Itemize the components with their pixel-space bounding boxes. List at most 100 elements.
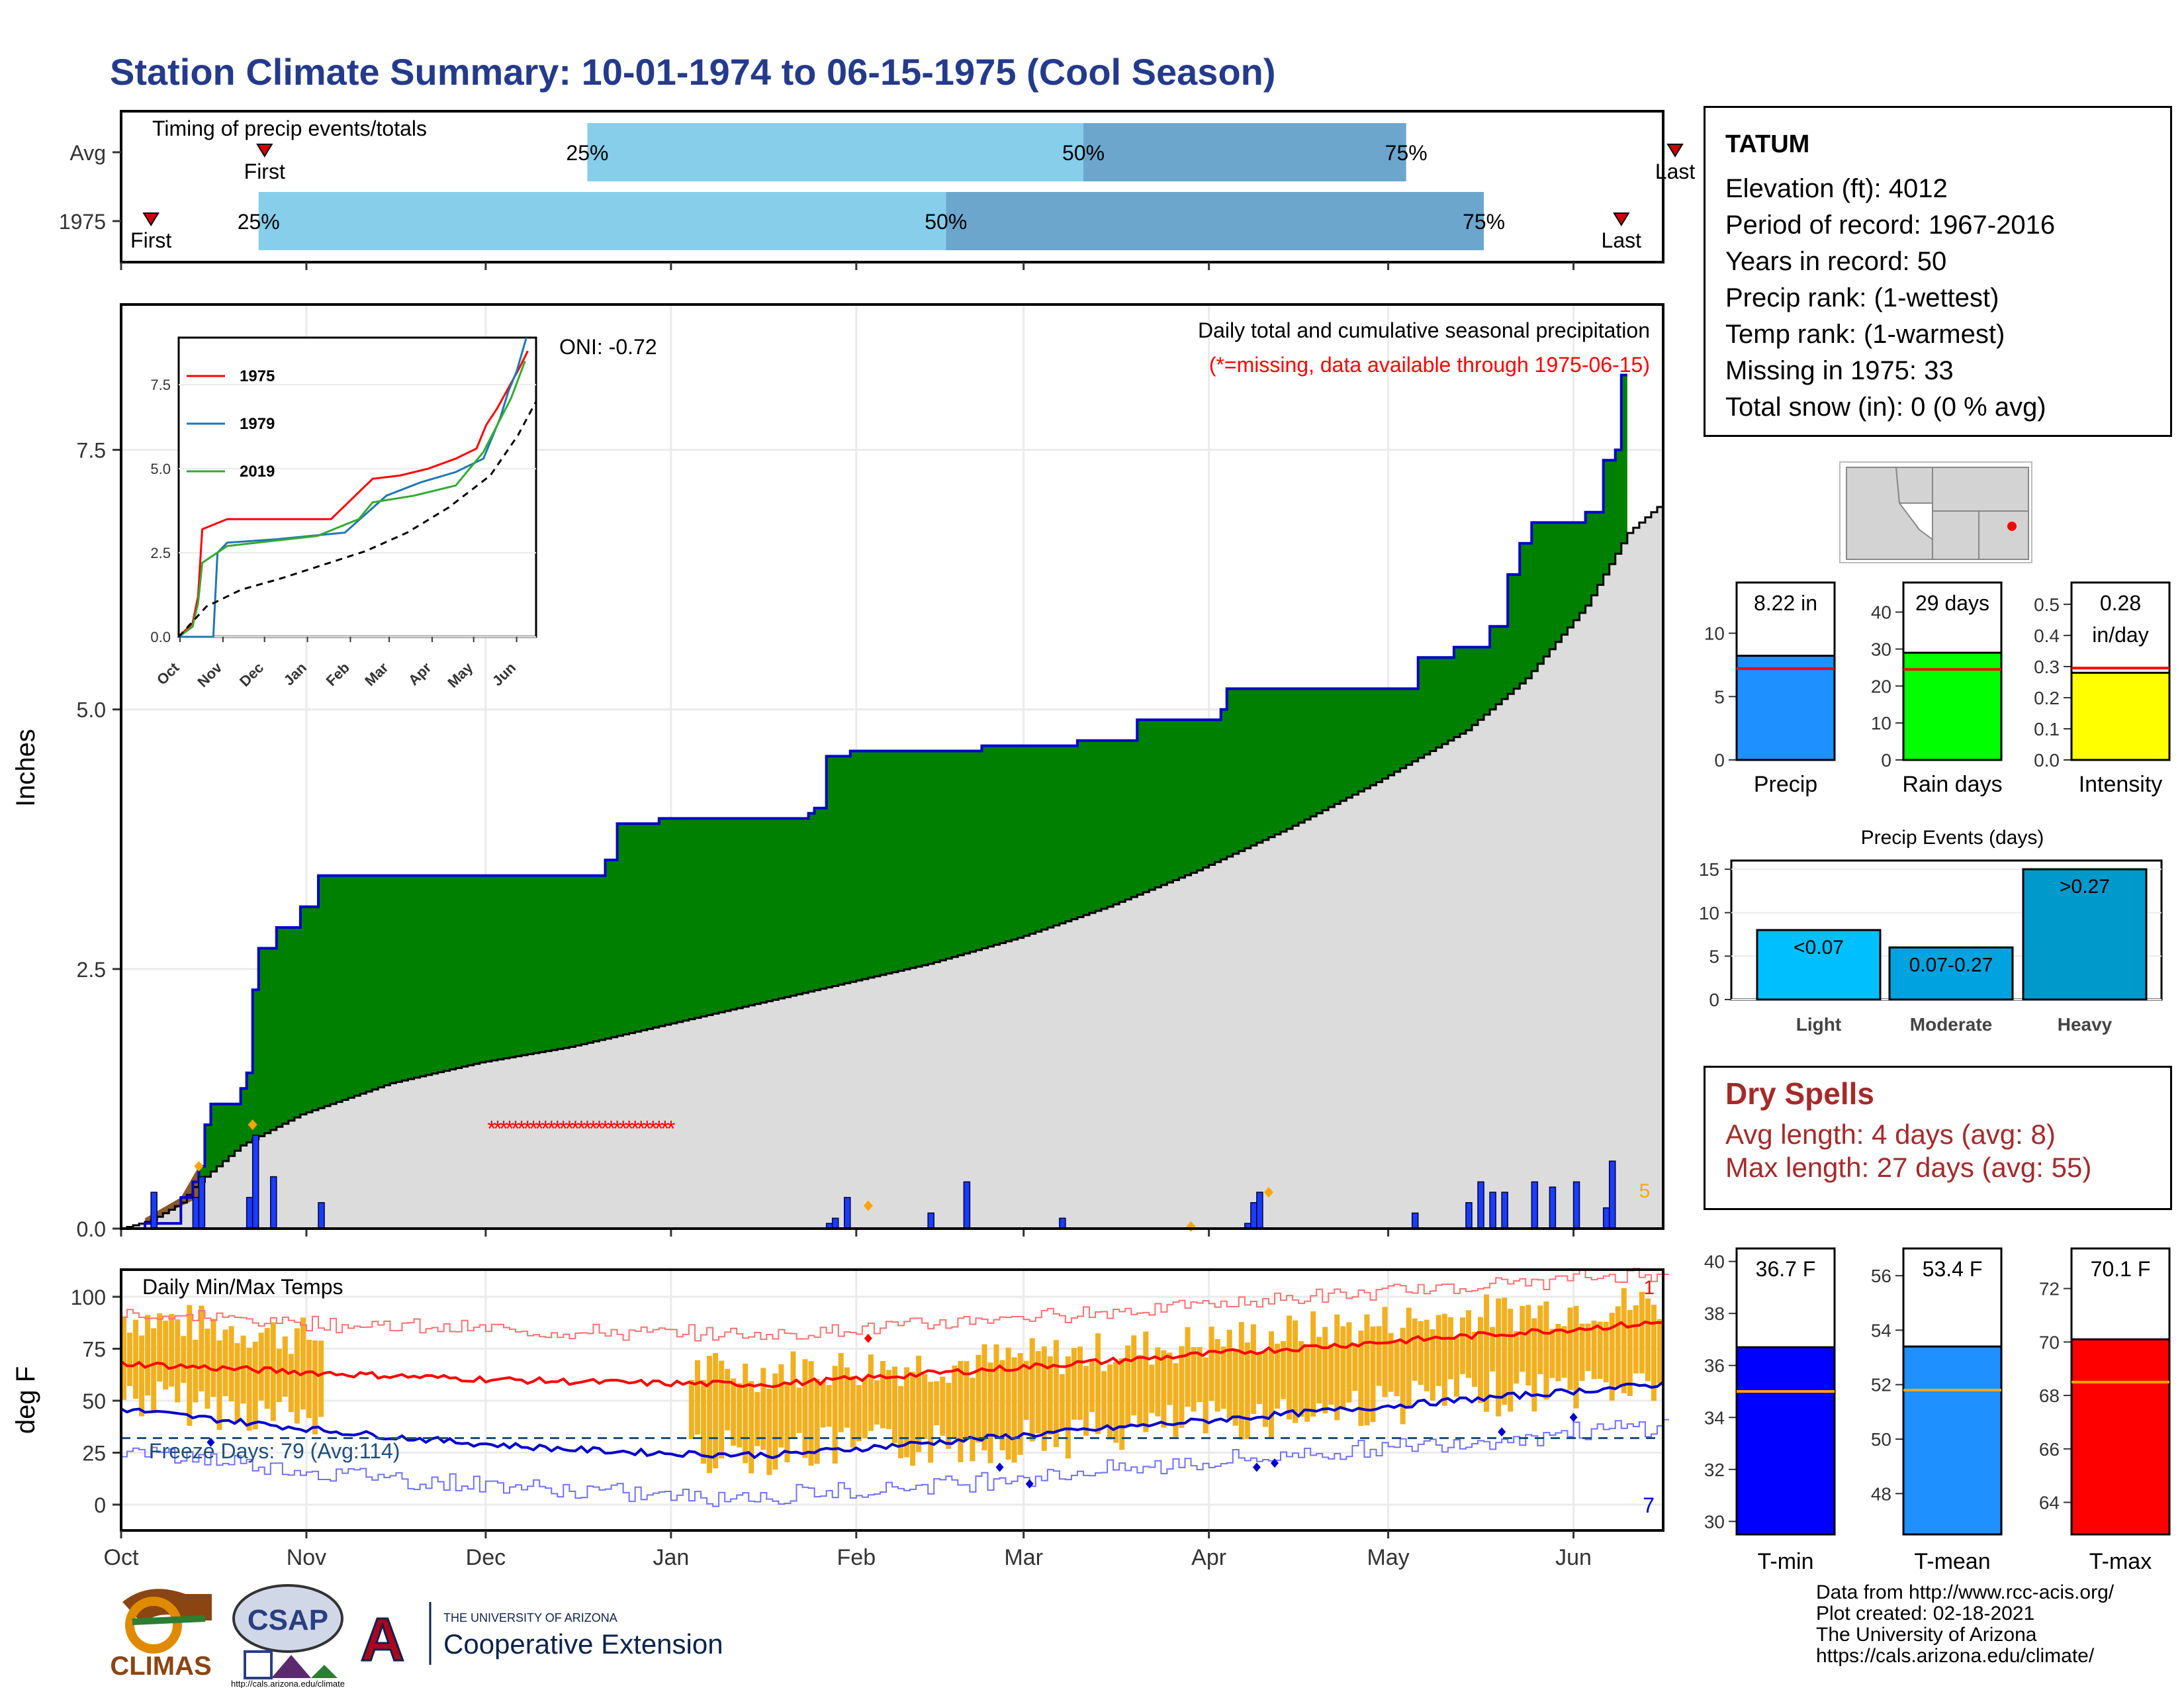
month-label: Mar (1004, 1545, 1043, 1570)
stat-y-tick: 0.2 (2034, 688, 2060, 708)
missing-data-marker: * (655, 1116, 663, 1141)
daily-temp-range-bar (1310, 1311, 1316, 1417)
timing-marker-label: Last (1602, 228, 1642, 252)
missing-data-marker: * (541, 1116, 550, 1141)
daily-temp-range-bar (784, 1383, 790, 1463)
daily-temp-range-bar (133, 1319, 139, 1399)
daily-temp-range-bar (1071, 1348, 1077, 1420)
missing-data-marker: * (595, 1116, 604, 1141)
month-label: Jun (1555, 1545, 1592, 1570)
month-axis: Oct Nov Dec Jan Feb Mar Apr May Jun (104, 1530, 1592, 1570)
credit-line: https://cals.arizona.edu/climate/ (1816, 1645, 2095, 1667)
daily-temp-range-bar (976, 1354, 981, 1443)
y-tick-label: 0 (94, 1493, 106, 1517)
y-tick-label: 75 (82, 1338, 106, 1362)
daily-temp-range-bar (121, 1316, 126, 1400)
daily-temp-range-bar (1394, 1340, 1400, 1397)
daily-temp-range-bar (1298, 1340, 1304, 1417)
daily-temp-range-bar (1508, 1309, 1514, 1412)
daily-temp-range-bar (880, 1361, 886, 1429)
missing-data-marker: * (487, 1116, 496, 1141)
daily-precip-bar (1059, 1217, 1066, 1229)
temps-label: Daily Min/Max Temps (142, 1275, 343, 1299)
stat-name: Intensity (2079, 772, 2163, 797)
event-marker (863, 1200, 873, 1211)
record-marker (1270, 1458, 1279, 1468)
daily-temp-range-bar (754, 1391, 760, 1446)
stat-y-tick: 0.4 (2034, 626, 2060, 646)
daily-temp-range-bar (175, 1319, 181, 1403)
timing-panel: Timing of precip events/totals Avg 25% 50%… (59, 110, 1696, 270)
daily-temp-range-bar (850, 1376, 856, 1448)
credit-line: Data from http://www.rcc-acis.org/ (1816, 1581, 2115, 1603)
daily-temp-range-bar (922, 1374, 928, 1440)
svg-text:THE UNIVERSITY OF ARIZONA: THE UNIVERSITY OF ARIZONA (443, 1611, 617, 1624)
timing-row-label: 1975 (59, 210, 106, 234)
daily-temp-range-bar (282, 1336, 288, 1397)
daily-temp-range-bar (707, 1356, 713, 1474)
daily-temp-range-bar (1119, 1358, 1125, 1450)
info-line: Temp rank: (1-warmest) (1725, 320, 2005, 349)
daily-temp-range-bar (1537, 1305, 1543, 1374)
info-line: Missing in 1975: 33 (1725, 356, 1954, 385)
timing-marker-label: First (244, 160, 285, 183)
event-marker (1263, 1187, 1273, 1198)
daily-temp-range-bar (1645, 1298, 1651, 1382)
daily-temp-range-bar (760, 1368, 766, 1450)
daily-temp-range-bar (1627, 1309, 1633, 1397)
svg-text:http://cals.arizona.edu/climat: http://cals.arizona.edu/climate (231, 1679, 345, 1688)
events-category: Moderate (1910, 1014, 1992, 1035)
station-location-dot (2007, 522, 2017, 531)
timing-marker (1612, 212, 1630, 226)
daily-precip-bar (1489, 1192, 1496, 1229)
event-marker (194, 1160, 204, 1172)
inset-series-line (178, 361, 526, 638)
y-tick-label: 5.0 (77, 698, 106, 722)
daily-temp-range-bar (1441, 1313, 1447, 1406)
missing-data-marker: * (625, 1116, 633, 1141)
y-tick-label: 50 (82, 1389, 106, 1413)
timing-bar-50-75 (1083, 123, 1406, 181)
daily-temp-range-bar (216, 1340, 222, 1430)
daily-precip-bar (270, 1176, 277, 1229)
daily-temp-range-bar (1340, 1326, 1346, 1410)
daily-precip-bar (192, 1197, 200, 1229)
temp-stat-y-tick: 56 (1871, 1266, 1891, 1286)
dry-spells-panel: Dry Spells Avg length: 4 days (avg: 8) M… (1704, 1066, 2172, 1210)
daily-temp-range-bar (157, 1313, 163, 1382)
cumulative-avg-line (121, 506, 1663, 1230)
daily-temp-range-bar (1549, 1329, 1555, 1378)
missing-data-marker: * (607, 1116, 615, 1141)
daily-temp-range-bar (898, 1385, 904, 1458)
daily-temp-range-bar (1478, 1317, 1484, 1403)
daily-temp-range-bar (318, 1340, 324, 1417)
events-category: Light (1796, 1014, 1841, 1035)
daily-temp-range-bar (1053, 1340, 1059, 1448)
daily-temp-range-bar (725, 1368, 731, 1430)
timing-pct-label: 50% (925, 210, 967, 234)
daily-temp-range-bar (1657, 1319, 1662, 1384)
events-bar (1756, 929, 1882, 1001)
credit-line: The University of Arizona (1816, 1624, 2037, 1646)
daily-temp-range-bar (713, 1353, 719, 1469)
daily-precip-bar (246, 1197, 253, 1229)
timing-bar-25-50 (258, 192, 946, 250)
daily-temp-range-bar (210, 1319, 216, 1397)
daily-precip-bar (1608, 1160, 1616, 1229)
daily-temp-range-bar (1047, 1356, 1053, 1435)
daily-temp-range-bar (1041, 1346, 1047, 1451)
stat-bar (2070, 671, 2171, 761)
daily-temp-range-bar (1065, 1356, 1071, 1459)
daily-temp-range-bar (306, 1339, 312, 1419)
temp-stat-y-tick: 66 (2039, 1439, 2060, 1460)
stat-y-tick: 0.0 (2034, 750, 2060, 771)
timing-marker-label: Last (1655, 160, 1696, 183)
daily-temp-range-bar (1591, 1320, 1597, 1380)
month-label: Nov (287, 1545, 326, 1570)
daily-temp-range-bar (737, 1383, 743, 1448)
daily-temp-range-bar (1220, 1346, 1226, 1409)
missing-data-marker: * (547, 1116, 556, 1141)
daily-temp-range-bar (1459, 1317, 1465, 1374)
record-marker (206, 1437, 215, 1447)
daily-temp-range-bar (1418, 1321, 1424, 1385)
